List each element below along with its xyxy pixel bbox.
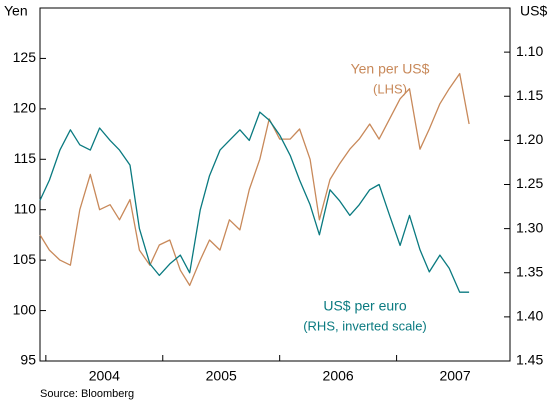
y2-tick-label: 1.20 bbox=[516, 131, 543, 147]
annotation: (RHS, inverted scale) bbox=[303, 318, 427, 333]
y2-axis-label: US$ bbox=[520, 3, 547, 19]
y-tick-label: 95 bbox=[20, 352, 36, 368]
y2-tick-label: 1.30 bbox=[516, 219, 543, 235]
y2-tick-label: 1.15 bbox=[516, 87, 543, 103]
y-tick-label: 125 bbox=[13, 49, 37, 65]
series-line bbox=[39, 72, 470, 287]
y2-tick-label: 1.25 bbox=[516, 175, 543, 191]
annotation: Yen per US$ bbox=[351, 61, 430, 77]
x-tick-label: 2006 bbox=[323, 368, 354, 384]
y2-tick-label: 1.10 bbox=[516, 43, 543, 59]
annotation: US$ per euro bbox=[323, 298, 406, 314]
y-tick-label: 120 bbox=[13, 100, 37, 116]
y2-tick-label: 1.35 bbox=[516, 263, 543, 279]
source: Source: Bloomberg bbox=[40, 388, 134, 400]
y-tick-label: 110 bbox=[14, 200, 37, 216]
plot-frame bbox=[39, 7, 511, 362]
annotation: (LHS) bbox=[373, 81, 407, 96]
series-line bbox=[39, 111, 470, 293]
x-tick-label: 2004 bbox=[89, 368, 120, 384]
y-tick-label: 105 bbox=[13, 251, 37, 267]
y2-tick-label: 1.40 bbox=[516, 308, 543, 324]
y-tick-label: 115 bbox=[14, 150, 37, 166]
x-tick-label: 2007 bbox=[439, 368, 470, 384]
y2-tick-label: 1.45 bbox=[516, 352, 543, 368]
y-axis-label: Yen bbox=[4, 3, 28, 19]
x-tick-label: 2005 bbox=[206, 368, 237, 384]
y-tick-label: 100 bbox=[13, 301, 37, 317]
